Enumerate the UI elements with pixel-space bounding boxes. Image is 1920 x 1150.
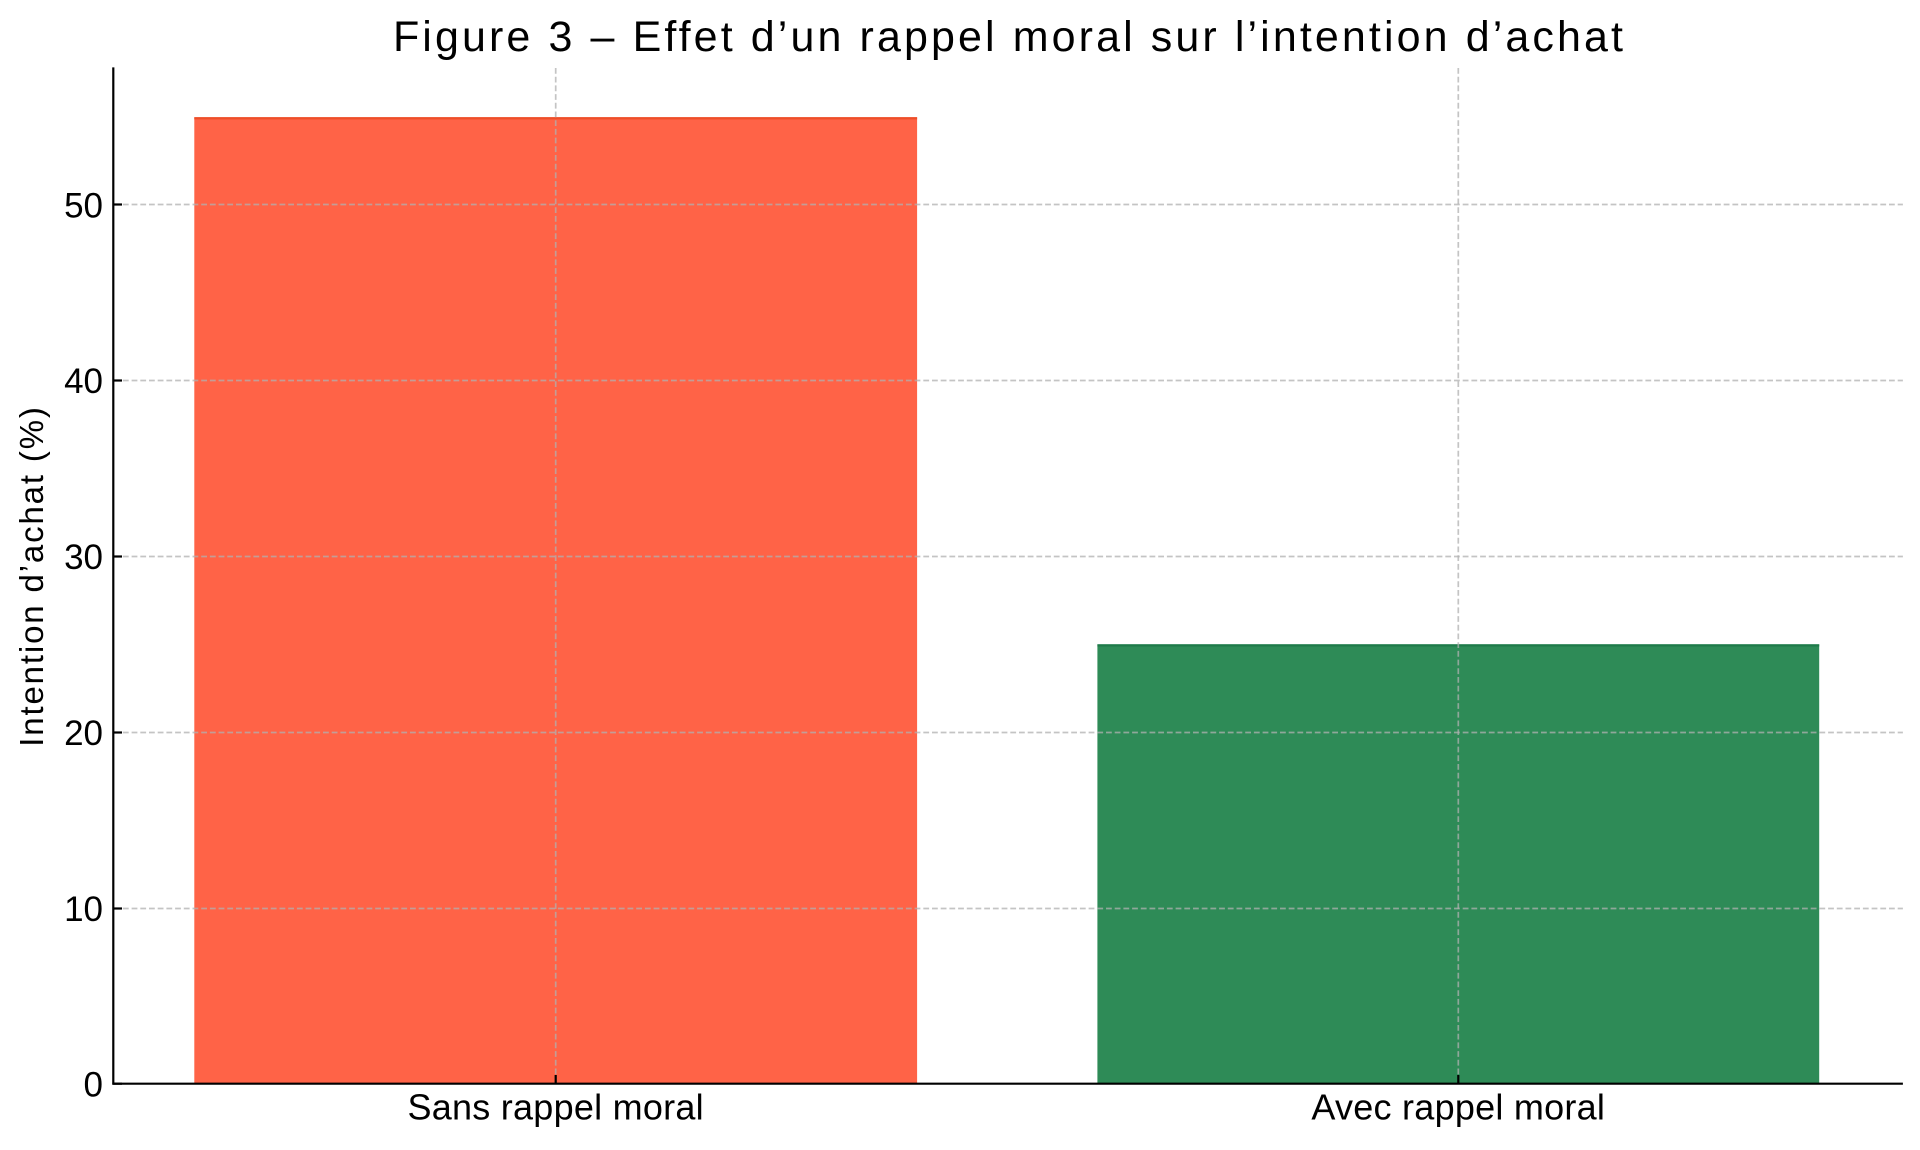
- svg-text:10: 10: [64, 890, 103, 929]
- svg-text:Figure 3 – Effet d’un rappel m: Figure 3 – Effet d’un rappel moral sur l…: [393, 13, 1626, 61]
- svg-text:50: 50: [64, 186, 103, 225]
- svg-text:20: 20: [64, 714, 103, 753]
- svg-text:0: 0: [84, 1066, 103, 1105]
- svg-text:Sans rappel moral: Sans rappel moral: [407, 1087, 703, 1128]
- svg-text:Avec rappel moral: Avec rappel moral: [1311, 1087, 1605, 1128]
- svg-text:Intention d’achat (%): Intention d’achat (%): [13, 405, 50, 747]
- svg-text:30: 30: [64, 538, 103, 577]
- svg-text:40: 40: [64, 362, 103, 401]
